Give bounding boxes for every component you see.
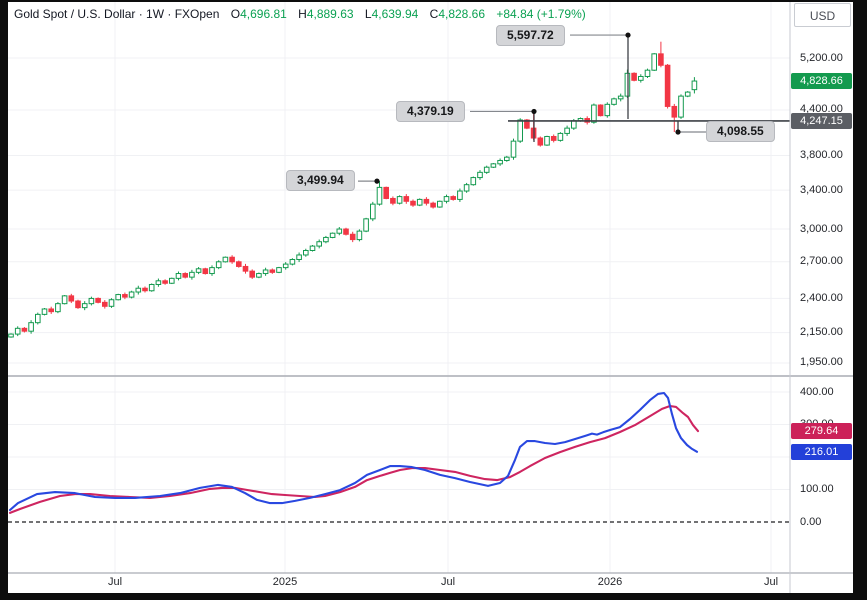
price-tick: 3,800.00	[800, 149, 843, 162]
blue-line	[8, 391, 699, 512]
indicator-blue-badge: 216.01	[791, 443, 852, 460]
indicator-tick: 100.00	[800, 483, 834, 495]
price-tick: 2,150.00	[800, 326, 843, 339]
time-tick: Jul	[440, 576, 456, 588]
time-tick: 2026	[597, 576, 623, 588]
high-value: 4,889.63	[306, 7, 354, 21]
price-callout-4379[interactable]: 4,379.19	[396, 101, 465, 122]
price-tick: 2,400.00	[800, 291, 843, 304]
time-tick: Jul	[763, 576, 779, 588]
price-callout-5597[interactable]: 5,597.72	[496, 25, 565, 46]
indicator-red-badge: 279.64	[791, 423, 852, 440]
price-tick: 3,000.00	[800, 222, 843, 235]
price-tick: 1,950.00	[800, 356, 843, 369]
indicator-tick: 0.00	[800, 515, 822, 528]
level-price-badge: 4,247.15	[791, 112, 852, 129]
price-tick: 3,400.00	[800, 183, 843, 196]
indicator-tick: 400.00	[800, 385, 834, 398]
currency-label: USD	[794, 3, 851, 27]
last-price-badge: 4,828.66	[791, 73, 852, 90]
time-tick: 2025	[272, 576, 298, 588]
open-label: O	[230, 7, 241, 21]
low-label: L	[364, 7, 372, 21]
open-value: 4,696.81	[240, 7, 287, 21]
close-label: C	[429, 7, 439, 21]
high-label: H	[298, 7, 307, 21]
chart-legend: Gold Spot / U.S. Dollar · 1W · FXOpen O4…	[14, 7, 586, 21]
price-callout-3499[interactable]: 3,499.94	[286, 170, 355, 191]
price-tick: 5,200.00	[800, 51, 843, 64]
low-value: 4,639.94	[371, 7, 419, 21]
price-tick: 4,400.00	[800, 103, 843, 116]
symbol-title[interactable]: Gold Spot / U.S. Dollar · 1W · FXOpen	[14, 7, 220, 21]
close-value: 4,828.66	[438, 7, 486, 21]
time-tick: Jul	[107, 576, 123, 588]
price-callout-4098[interactable]: 4,098.55	[706, 121, 775, 142]
time-axis[interactable]: Jul 2025 Jul 2026 Jul	[8, 573, 853, 593]
candlestick-series	[8, 41, 698, 338]
change-value: +84.84 (+1.79%)	[496, 7, 586, 21]
price-tick: 2,700.00	[800, 255, 843, 268]
